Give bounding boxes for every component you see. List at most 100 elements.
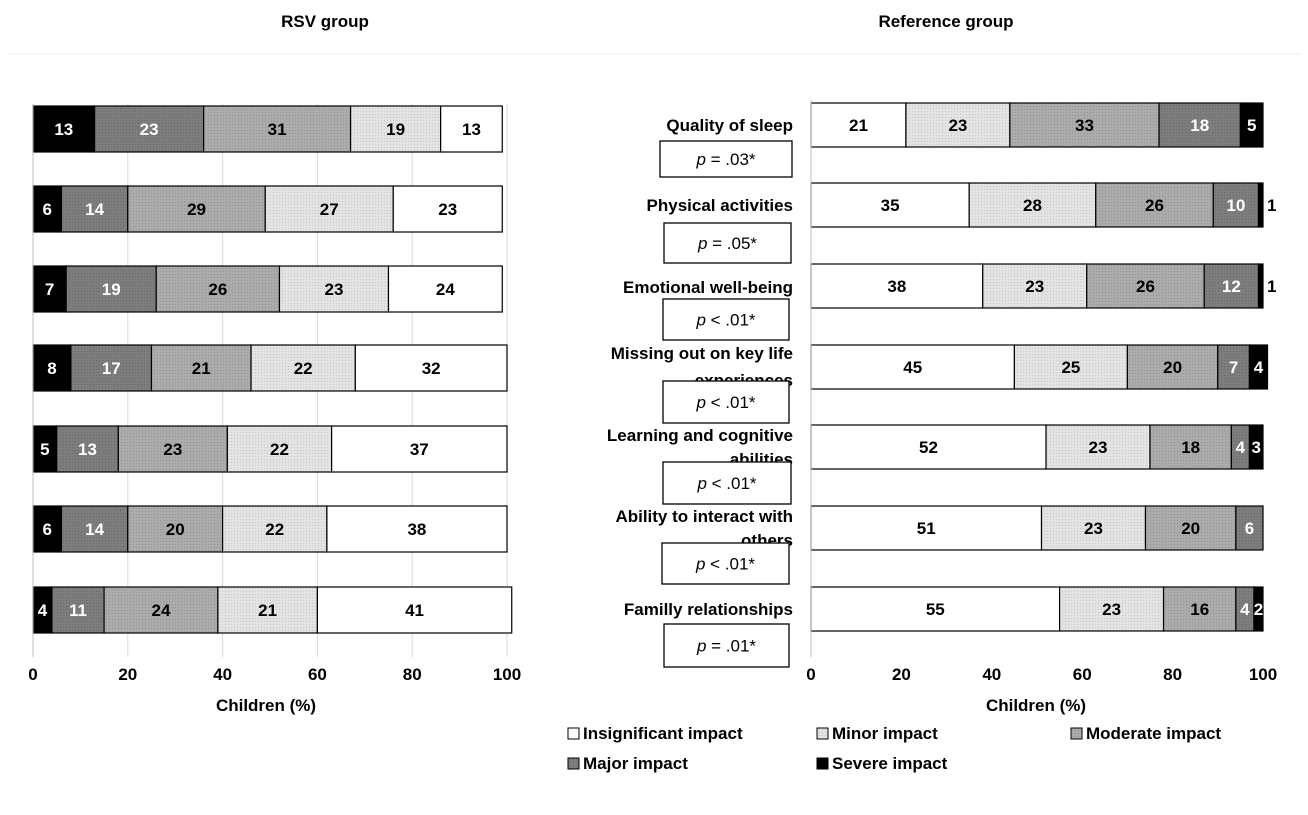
reference-bar-value-label: 18: [1190, 116, 1209, 135]
rsv-x-tick-label: 20: [118, 665, 137, 684]
rsv-panel-title: RSV group: [281, 12, 369, 31]
rsv-bar-value-label: 14: [85, 520, 104, 539]
reference-panel-title: Reference group: [878, 12, 1013, 31]
rsv-bar-value-label: 41: [405, 601, 424, 620]
rsv-bar-insignificant-impact: [326, 505, 508, 553]
p-value-text: = .03*: [706, 150, 756, 169]
p-value-label: p = .05*: [697, 234, 757, 253]
reference-x-tick-label: 0: [806, 665, 815, 684]
rsv-bar-value-label: 6: [42, 520, 51, 539]
p-value-box: [662, 298, 790, 341]
rsv-bar-moderate-impact: [103, 586, 219, 634]
rsv-bar-insignificant-impact: [392, 185, 503, 233]
reference-bar-moderate-impact: [1086, 263, 1205, 309]
p-value-label: p = .03*: [695, 150, 755, 169]
legend-swatch-moderate-impact: [1070, 727, 1083, 740]
rsv-bar-value-label: 8: [47, 359, 56, 378]
rsv-bar-value-label: 31: [268, 120, 287, 139]
rsv-x-tick-label: 0: [28, 665, 37, 684]
reference-bar-insignificant-impact: [810, 344, 1015, 390]
reference-bar-value-label: 12: [1222, 277, 1241, 296]
p-value-text: < .01*: [706, 393, 756, 412]
reference-bar-minor-impact: [1040, 505, 1147, 551]
reference-bar-value-label: 25: [1061, 358, 1080, 377]
reference-bar-moderate-impact: [1149, 424, 1232, 470]
reference-bar-insignificant-impact: [810, 424, 1047, 470]
legend-label-severe-impact: Severe impact: [832, 754, 948, 773]
rsv-bar-minor-impact: [278, 265, 390, 313]
reference-bar-severe-impact: [1253, 586, 1264, 632]
reference-bar-value-label: 38: [887, 277, 906, 296]
rsv-bar-value-label: 5: [40, 440, 49, 459]
rsv-bar-insignificant-impact: [331, 425, 508, 473]
reference-bar-value-label: 1: [1267, 277, 1276, 296]
rsv-bar-insignificant-impact: [354, 344, 508, 392]
reference-bar-major-impact: [1203, 263, 1260, 309]
legend-label-insignificant-impact: Insignificant impact: [583, 724, 743, 743]
rsv-bar-major-impact: [56, 425, 119, 473]
reference-bar-major-impact: [1235, 505, 1264, 551]
reference-bar-moderate-impact: [1126, 344, 1219, 390]
category-label: Ability to interact with: [615, 507, 793, 526]
rsv-bar-value-label: 37: [410, 440, 429, 459]
p-value-box: [662, 461, 792, 505]
rsv-bar-value-label: 32: [422, 359, 441, 378]
p-value-symbol: p: [695, 311, 705, 330]
rsv-bar-severe-impact: [32, 505, 63, 553]
p-value-label: p = .01*: [696, 637, 756, 656]
reference-x-tick-label: 40: [982, 665, 1001, 684]
legend-label-minor-impact: Minor impact: [832, 724, 938, 743]
reference-bar-minor-impact: [1013, 344, 1129, 390]
category-label: Missing out on key life: [611, 344, 793, 363]
reference-bar-minor-impact: [1058, 586, 1165, 632]
reference-bar-value-label: 6: [1245, 519, 1254, 538]
rsv-bar-severe-impact: [32, 344, 72, 392]
rsv-bar-value-label: 27: [320, 200, 339, 219]
reference-bar-value-label: 23: [1102, 600, 1121, 619]
rsv-bar-moderate-impact: [155, 265, 281, 313]
category-label: Familly relationships: [624, 600, 793, 619]
rsv-bar-value-label: 29: [187, 200, 206, 219]
rsv-bar-value-label: 6: [42, 200, 51, 219]
reference-bar-severe-impact: [1239, 102, 1264, 148]
legend-label-major-impact: Major impact: [583, 754, 688, 773]
reference-bar-value-label: 4: [1236, 438, 1246, 457]
reference-bar-insignificant-impact: [810, 505, 1043, 551]
reference-bar-value-label: 20: [1163, 358, 1182, 377]
category-label: Quality of sleep: [666, 116, 793, 135]
legend-swatch-major-impact: [567, 757, 580, 770]
reference-bar-value-label: 33: [1075, 116, 1094, 135]
rsv-bar-insignificant-impact: [440, 105, 503, 153]
reference-bar-major-impact: [1158, 102, 1242, 148]
rsv-bar-value-label: 4: [38, 601, 48, 620]
reference-bar-insignificant-impact: [810, 182, 970, 228]
p-value-symbol: p: [696, 637, 706, 656]
reference-bar-value-label: 35: [881, 196, 900, 215]
reference-bar-value-label: 26: [1136, 277, 1155, 296]
p-value-text: < .01*: [705, 555, 755, 574]
reference-bar-value-label: 52: [919, 438, 938, 457]
reference-bar-value-label: 4: [1240, 600, 1250, 619]
rsv-x-axis-label: Children (%): [216, 696, 316, 715]
reference-bar-value-label: 1: [1267, 196, 1276, 215]
p-value-symbol: p: [695, 393, 705, 412]
reference-bar-moderate-impact: [1095, 182, 1214, 228]
rsv-bar-value-label: 7: [45, 280, 54, 299]
rsv-x-tick-label: 80: [403, 665, 422, 684]
rsv-x-tick-label: 100: [493, 665, 521, 684]
rsv-bar-minor-impact: [349, 105, 442, 153]
rsv-bar-minor-impact: [217, 586, 319, 634]
rsv-bar-major-impact: [70, 344, 153, 392]
reference-bar-insignificant-impact: [810, 102, 907, 148]
reference-x-axis-label: Children (%): [986, 696, 1086, 715]
rsv-bar-major-impact: [60, 505, 129, 553]
rsv-bar-value-label: 22: [270, 440, 289, 459]
p-value-symbol: p: [697, 234, 707, 253]
reference-bar-value-label: 18: [1181, 438, 1200, 457]
p-value-box: [662, 380, 790, 424]
rsv-bar-value-label: 13: [54, 120, 73, 139]
p-value-label: p < .01*: [695, 311, 755, 330]
rsv-bar-value-label: 24: [436, 280, 455, 299]
rsv-bar-value-label: 21: [258, 601, 277, 620]
